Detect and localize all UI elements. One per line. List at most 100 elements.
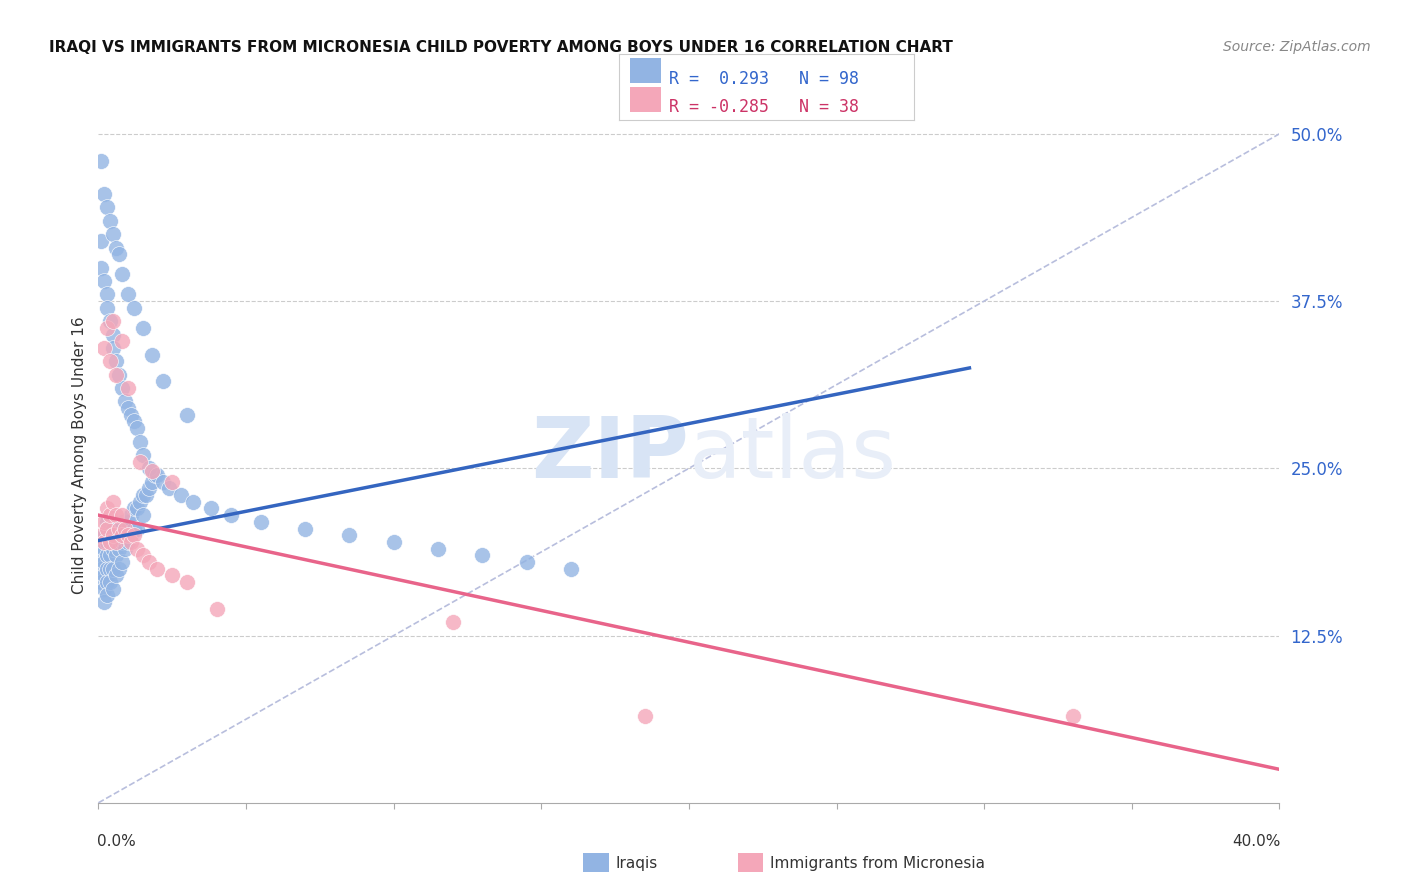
Point: [138, 555, 160, 569]
Point: [108, 541, 131, 556]
Point: [93, 568, 115, 582]
Point: [103, 562, 125, 576]
Point: [114, 394, 136, 409]
Point: [96, 548, 118, 563]
Point: [382, 534, 405, 549]
Point: [141, 475, 163, 489]
Point: [103, 521, 125, 535]
Point: [93, 341, 115, 355]
Point: [105, 354, 128, 368]
Point: [98, 575, 121, 590]
Text: atlas: atlas: [689, 413, 897, 497]
Point: [143, 467, 166, 482]
Text: Immigrants from Micronesia: Immigrants from Micronesia: [770, 856, 986, 871]
Point: [98, 528, 121, 542]
Text: Source: ZipAtlas.com: Source: ZipAtlas.com: [1223, 40, 1371, 54]
Point: [132, 508, 155, 523]
Point: [111, 515, 134, 529]
Point: [120, 508, 142, 523]
Text: ZIP: ZIP: [531, 413, 689, 497]
Point: [122, 414, 145, 429]
Point: [117, 401, 139, 416]
Point: [90, 562, 112, 576]
Point: [560, 562, 582, 576]
Point: [96, 301, 118, 315]
Point: [471, 548, 494, 563]
Text: Iraqis: Iraqis: [616, 856, 658, 871]
Point: [132, 321, 155, 335]
Point: [111, 528, 134, 542]
Point: [122, 528, 145, 542]
Point: [125, 501, 148, 516]
Point: [138, 482, 160, 496]
Point: [125, 421, 148, 435]
Point: [157, 482, 180, 496]
Point: [117, 534, 139, 549]
Point: [90, 153, 112, 168]
Point: [117, 381, 139, 395]
Point: [93, 528, 115, 542]
Point: [105, 368, 128, 382]
Point: [162, 475, 183, 489]
Point: [128, 434, 150, 449]
Text: 40.0%: 40.0%: [1232, 834, 1281, 849]
Point: [98, 548, 121, 563]
Point: [103, 327, 125, 342]
Point: [90, 234, 112, 248]
Point: [141, 464, 163, 478]
Point: [132, 488, 155, 502]
Point: [138, 461, 160, 475]
Point: [98, 314, 121, 328]
Point: [117, 515, 139, 529]
Point: [170, 488, 193, 502]
Point: [146, 467, 169, 482]
Point: [200, 501, 222, 516]
Point: [105, 508, 128, 523]
Point: [146, 562, 169, 576]
Point: [111, 555, 134, 569]
Point: [141, 348, 163, 362]
Text: 0.0%: 0.0%: [97, 834, 136, 849]
Point: [90, 260, 112, 275]
Point: [93, 274, 115, 288]
Point: [176, 408, 198, 422]
Point: [108, 368, 131, 382]
Point: [98, 508, 121, 523]
Point: [114, 541, 136, 556]
Point: [96, 201, 118, 215]
Point: [96, 287, 118, 301]
Point: [128, 494, 150, 508]
Point: [98, 214, 121, 228]
Point: [98, 534, 121, 549]
Point: [93, 582, 115, 596]
Point: [105, 534, 128, 549]
Point: [96, 521, 118, 535]
Point: [108, 247, 131, 261]
Point: [120, 534, 142, 549]
Point: [122, 501, 145, 516]
Point: [93, 541, 115, 556]
Point: [111, 534, 134, 549]
Point: [176, 575, 198, 590]
Point: [111, 334, 134, 349]
Point: [96, 589, 118, 603]
Point: [103, 314, 125, 328]
Point: [105, 528, 128, 542]
Text: R = -0.285   N = 38: R = -0.285 N = 38: [669, 98, 859, 116]
Point: [108, 562, 131, 576]
Point: [120, 408, 142, 422]
Point: [120, 528, 142, 542]
Point: [1062, 708, 1084, 723]
Point: [108, 521, 131, 535]
Point: [221, 508, 243, 523]
Point: [181, 494, 204, 508]
Point: [111, 268, 134, 282]
Point: [111, 381, 134, 395]
Point: [96, 562, 118, 576]
Point: [441, 615, 464, 630]
Point: [114, 521, 136, 535]
Point: [122, 521, 145, 535]
Point: [132, 548, 155, 563]
Point: [98, 354, 121, 368]
Point: [117, 528, 139, 542]
